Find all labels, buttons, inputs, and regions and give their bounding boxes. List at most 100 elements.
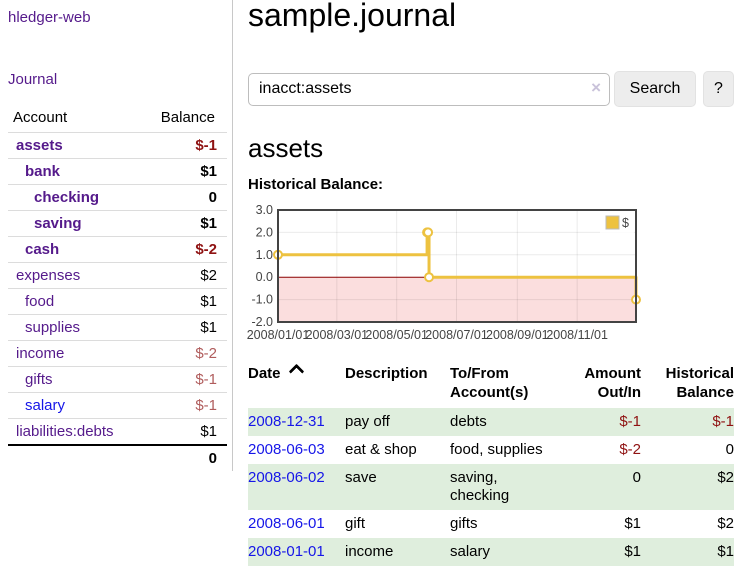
column-header-date[interactable]: Date xyxy=(248,363,345,408)
search-button[interactable]: Search xyxy=(614,71,696,107)
account-row: assets $-1 xyxy=(8,132,227,159)
sidebar-account-link[interactable]: food xyxy=(25,293,55,310)
transaction-description: save xyxy=(345,469,377,486)
transaction-balance: $2 xyxy=(717,469,734,486)
transaction-date: 2008-01-01 xyxy=(248,538,345,566)
accounts-table: Account Balance assets $-1 bank $1 checking 0… xyxy=(8,106,227,471)
accounts-header-balance: Balance xyxy=(160,109,215,126)
svg-text:-1.0: -1.0 xyxy=(251,293,273,307)
transaction-amount: $-1 xyxy=(619,413,641,430)
account-row: checking 0 xyxy=(8,184,227,211)
sidebar-account-link[interactable]: checking xyxy=(34,189,100,206)
sort-asc-icon xyxy=(288,363,304,380)
transaction-date-link[interactable]: 2008-01-01 xyxy=(248,543,325,560)
account-row: income $-2 xyxy=(8,340,227,367)
column-header-balance: Historical Balance xyxy=(665,365,734,401)
transaction-date-link[interactable]: 2008-06-02 xyxy=(248,469,325,486)
sidebar-account-link[interactable]: saving xyxy=(34,215,82,232)
transaction-row: 2008-06-01 gift gifts $1 $2 xyxy=(248,510,734,538)
account-balance: $-1 xyxy=(155,132,227,159)
svg-text:2008/05/01: 2008/05/01 xyxy=(365,328,428,342)
account-balance: $1 xyxy=(155,314,227,341)
transaction-balance: $2 xyxy=(717,515,734,532)
svg-text:2008/07/01: 2008/07/01 xyxy=(425,328,488,342)
main-content: sample.journal × Search ? assets Histori… xyxy=(233,0,742,566)
sidebar-account-link[interactable]: salary xyxy=(25,397,66,414)
transaction-amount: $-2 xyxy=(619,441,641,458)
transaction-row: 2008-06-02 save saving, checking 0 $2 xyxy=(248,464,734,510)
sidebar-account-link[interactable]: gifts xyxy=(25,371,53,388)
account-balance: $1 xyxy=(155,418,227,445)
search-box: × xyxy=(248,72,610,106)
svg-text:2.0: 2.0 xyxy=(256,225,273,239)
register-table: Date Description To/From Account(s) Amou… xyxy=(248,363,734,566)
sidebar-account-link[interactable]: supplies xyxy=(25,319,81,336)
account-row: expenses $2 xyxy=(8,262,227,289)
account-balance: $-2 xyxy=(155,236,227,263)
sidebar-item-journal[interactable]: Journal xyxy=(8,71,58,88)
transaction-row: 2008-06-03 eat & shop food, supplies $-2 0 xyxy=(248,436,734,464)
transaction-balance: $1 xyxy=(717,543,734,560)
transaction-amount: 0 xyxy=(632,469,641,486)
transaction-description: income xyxy=(345,543,394,560)
transaction-accounts: food, supplies xyxy=(450,441,543,458)
column-header-description: Description xyxy=(345,365,428,382)
transaction-balance: $-1 xyxy=(712,413,734,430)
account-heading: assets xyxy=(248,133,324,163)
account-balance: $-1 xyxy=(155,392,227,419)
transaction-amount: $1 xyxy=(624,515,641,532)
column-header-amount: Amount Out/In xyxy=(584,365,641,401)
sidebar-account-link[interactable]: assets xyxy=(16,137,63,154)
transaction-balance: 0 xyxy=(725,441,734,458)
transaction-description: eat & shop xyxy=(345,441,417,458)
account-balance: $1 xyxy=(155,288,227,315)
sidebar-account-link[interactable]: cash xyxy=(25,241,60,258)
app: hledger-web Journal Account Balance asse… xyxy=(0,0,742,566)
transaction-accounts: saving, checking xyxy=(450,469,510,504)
sidebar: hledger-web Journal Account Balance asse… xyxy=(0,0,233,471)
sidebar-account-link[interactable]: expenses xyxy=(16,267,81,284)
account-balance: $1 xyxy=(155,210,227,237)
help-button[interactable]: ? xyxy=(703,71,734,107)
transaction-date-link[interactable]: 2008-12-31 xyxy=(248,413,325,430)
transaction-date: 2008-06-02 xyxy=(248,464,345,510)
svg-text:$: $ xyxy=(622,216,629,230)
account-row: salary $-1 xyxy=(8,392,227,419)
sidebar-account-link[interactable]: income xyxy=(16,345,65,362)
svg-text:3.0: 3.0 xyxy=(256,203,273,217)
transaction-date-link[interactable]: 2008-06-03 xyxy=(248,441,325,458)
search-input[interactable] xyxy=(248,72,610,106)
transaction-accounts: salary xyxy=(450,543,491,560)
sidebar-account-link[interactable]: liabilities:debts xyxy=(16,423,114,440)
account-row: saving $1 xyxy=(8,210,227,237)
account-balance: $-1 xyxy=(155,366,227,393)
app-title-link[interactable]: hledger-web xyxy=(8,9,91,26)
svg-text:0.0: 0.0 xyxy=(256,270,273,284)
svg-text:-2.0: -2.0 xyxy=(251,315,273,329)
transaction-date-link[interactable]: 2008-06-01 xyxy=(248,515,325,532)
transaction-description: pay off xyxy=(345,413,390,430)
accounts-total-balance: 0 xyxy=(155,444,227,471)
svg-text:1.0: 1.0 xyxy=(256,248,273,262)
account-row: cash $-2 xyxy=(8,236,227,263)
search-form: × Search ? xyxy=(248,71,734,107)
transaction-date: 2008-06-03 xyxy=(248,436,345,464)
register-header-row: Date Description To/From Account(s) Amou… xyxy=(248,363,734,408)
transaction-accounts: gifts xyxy=(450,515,478,532)
account-balance: $-2 xyxy=(155,340,227,367)
transaction-accounts: debts xyxy=(450,413,487,430)
account-balance: 0 xyxy=(155,184,227,211)
column-header-accounts: To/From Account(s) xyxy=(450,365,529,401)
clear-search-icon[interactable]: × xyxy=(591,77,601,97)
historical-balance-chart: $3.0 2.0 1.0 0.0 -1.0 -2.02008/01/012008/03/0… xyxy=(247,203,641,342)
svg-text:2008/01/01: 2008/01/01 xyxy=(247,328,310,342)
svg-text:2008/09/01: 2008/09/01 xyxy=(486,328,549,342)
svg-text:2008/03/01: 2008/03/01 xyxy=(306,328,369,342)
account-row: food $1 xyxy=(8,288,227,315)
account-row: supplies $1 xyxy=(8,314,227,341)
transaction-date: 2008-12-31 xyxy=(248,408,345,436)
transaction-row: 2008-12-31 pay off debts $-1 $-1 xyxy=(248,408,734,436)
page-title: sample.journal xyxy=(248,0,457,33)
account-row: bank $1 xyxy=(8,158,227,185)
sidebar-account-link[interactable]: bank xyxy=(25,163,61,180)
